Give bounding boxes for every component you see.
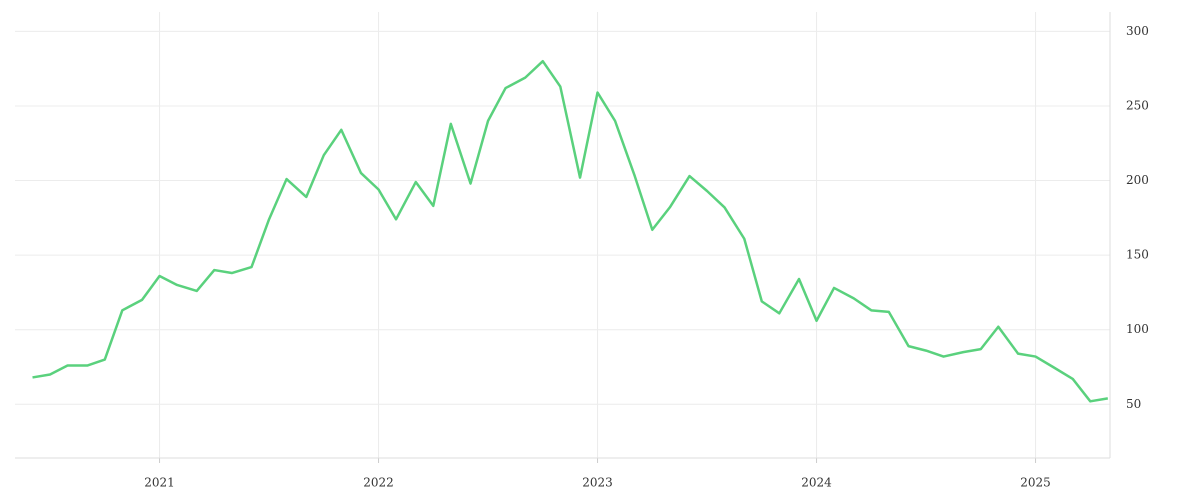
x-tick-label: 2023 [582, 476, 613, 490]
y-tick-label: 100 [1126, 322, 1149, 336]
x-tick-label: 2021 [144, 476, 175, 490]
y-tick-label: 300 [1126, 24, 1149, 38]
x-tick-label: 2025 [1020, 476, 1051, 490]
y-tick-label: 150 [1126, 248, 1149, 262]
x-tick-label: 2022 [363, 476, 394, 490]
x-tick-label: 2024 [801, 476, 832, 490]
y-tick-label: 50 [1126, 397, 1141, 411]
y-tick-label: 250 [1126, 98, 1149, 112]
line [32, 59, 1109, 403]
y-tick-label: 200 [1126, 173, 1149, 187]
